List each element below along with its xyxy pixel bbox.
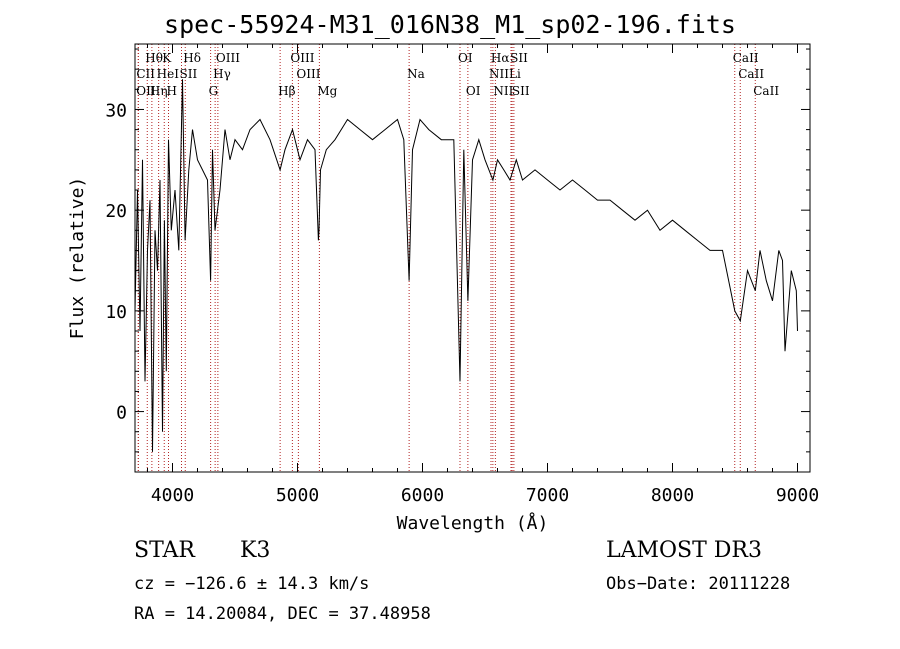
spectral-line-label: CaII	[733, 51, 759, 65]
flux-series-line	[134, 79, 798, 452]
spectral-line-label: HeI	[157, 67, 180, 81]
spectral-line-label: Hδ	[183, 51, 201, 65]
y-axis: 0 10 20 30	[105, 48, 810, 453]
spectral-line-label: OII	[136, 84, 156, 98]
coordinates: RA = 14.20084, DEC = 37.48958	[134, 604, 431, 624]
y-tick-label: 0	[116, 403, 127, 424]
spectral-line-label: OIII	[216, 51, 240, 65]
x-axis: 4000 5000 6000 7000 8000 9000	[147, 44, 819, 506]
spectral-line-label: OIII	[296, 67, 320, 81]
spectral-line-label: H	[167, 84, 177, 98]
spectral-line-label: Hβ	[278, 84, 295, 98]
spectral-line-label: Hα	[491, 51, 510, 65]
spectral-line-label: Hη	[150, 84, 168, 98]
spectral-line-label: Hθ	[145, 51, 163, 65]
spectral-line-label: Na	[407, 67, 425, 81]
spectral-line-label: NII	[489, 67, 509, 81]
y-tick-label: 30	[105, 100, 127, 121]
x-tick-label: 9000	[776, 485, 819, 506]
spectral-line-label: NII	[493, 84, 513, 98]
redshift-velocity: cz = −126.6 ± 14.3 km/s	[134, 574, 370, 594]
spectral-line-label: Li	[509, 67, 521, 81]
x-tick-label: 6000	[401, 485, 444, 506]
survey-name: LAMOST DR3	[606, 538, 762, 563]
spectral-line-label: OIII	[290, 51, 314, 65]
object-subclass: K3	[240, 538, 271, 563]
object-class: STAR	[134, 538, 195, 563]
x-tick-label: 4000	[151, 485, 194, 506]
x-tick-label: 7000	[526, 485, 569, 506]
chart-title: spec-55924-M31_016N38_M1_sp02-196.fits	[164, 10, 736, 39]
spectral-line-label: Hγ	[213, 67, 231, 81]
x-axis-label: Wavelength (Å)	[397, 512, 549, 534]
spectral-line-label: CaII	[753, 84, 779, 98]
spectral-line-label: G	[209, 84, 219, 98]
spectral-line-label: SII	[510, 51, 528, 65]
spectral-line-label: OI	[458, 51, 473, 65]
spectral-line-label: CaII	[738, 67, 764, 81]
spectral-line-markers	[137, 44, 756, 472]
spectral-line-label: OI	[466, 84, 481, 98]
x-tick-label: 8000	[651, 485, 694, 506]
spectral-line-label: SII	[180, 67, 198, 81]
spectral-line-label: CII	[136, 67, 155, 81]
y-tick-label: 10	[105, 302, 127, 323]
spectral-line-label: SII	[512, 84, 530, 98]
plot-frame	[134, 43, 811, 473]
y-axis-label: Flux (relative)	[67, 177, 88, 340]
spectral-line-label: Mg	[317, 84, 337, 98]
y-tick-label: 20	[105, 201, 127, 222]
observation-date: Obs−Date: 20111228	[606, 574, 791, 594]
spectral-line-label: K	[162, 51, 172, 65]
x-tick-label: 5000	[276, 485, 319, 506]
